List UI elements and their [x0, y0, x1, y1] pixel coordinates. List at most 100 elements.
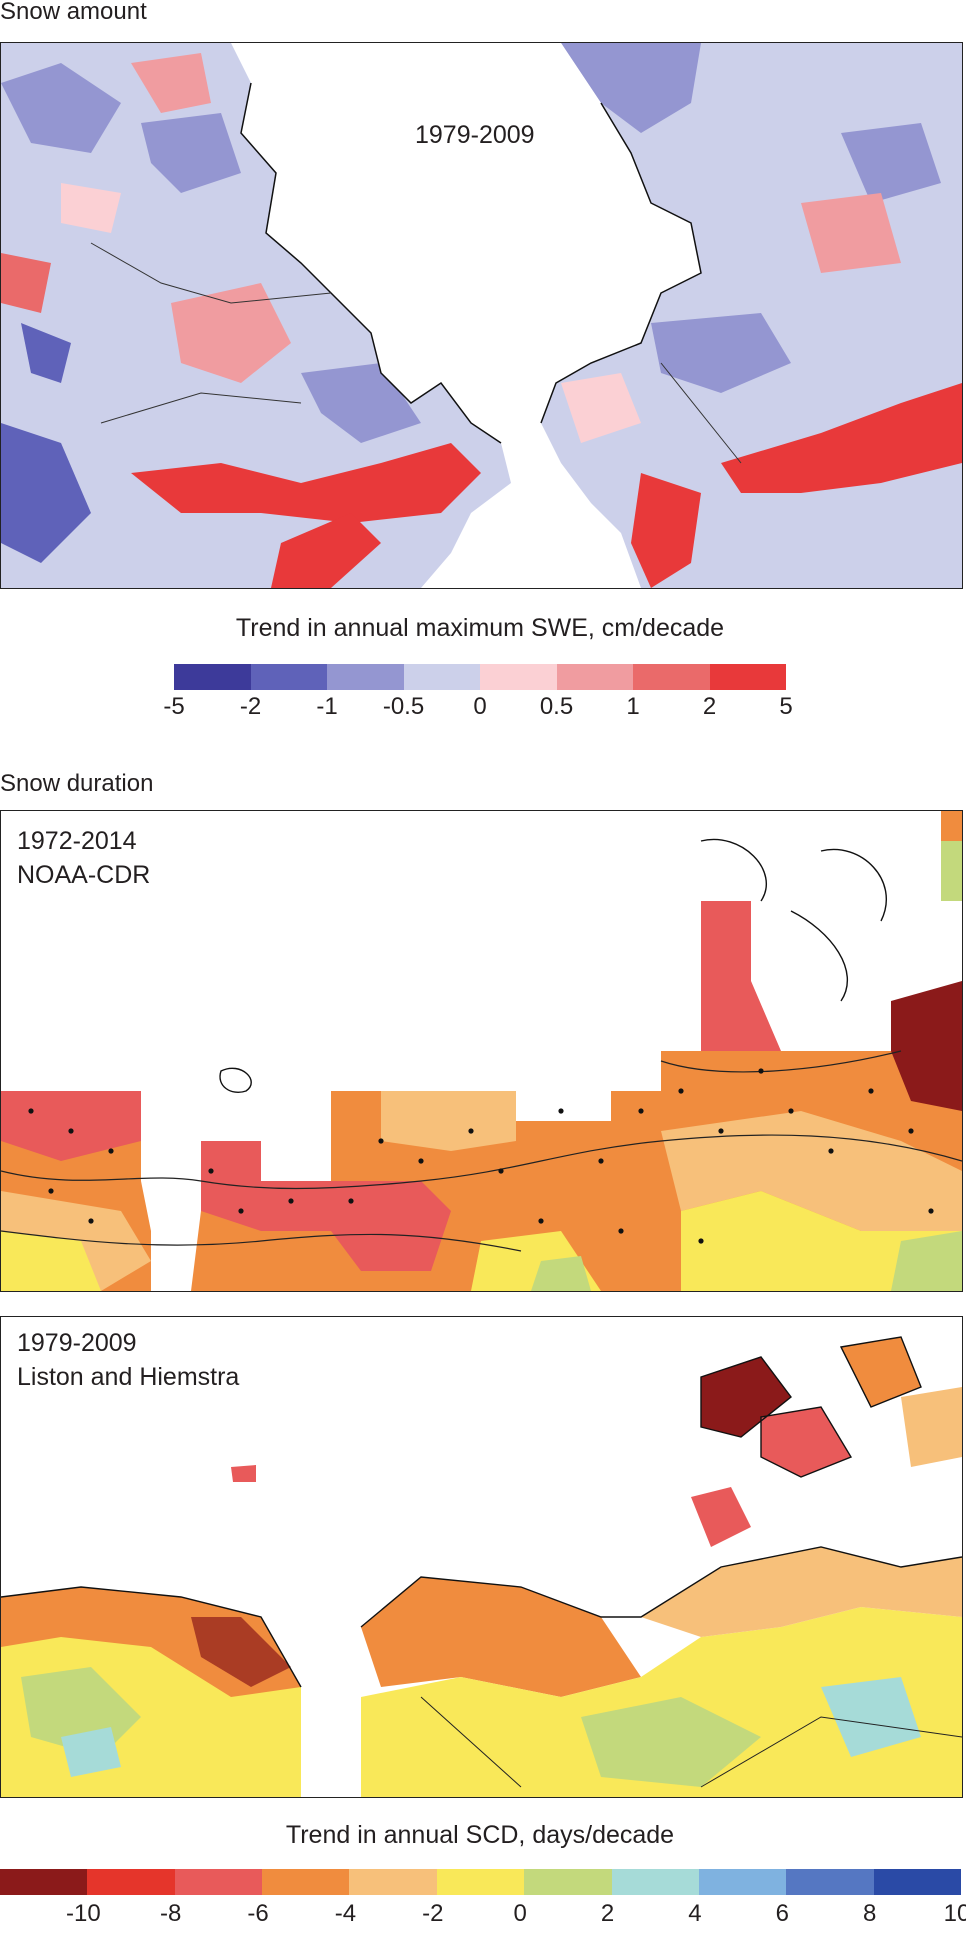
- scd-field-lightorange: [641, 1547, 962, 1637]
- swe-tick-label: 5: [779, 693, 793, 720]
- swe-period-label: 1979-2009: [415, 121, 535, 149]
- swe-swatch: [174, 664, 251, 690]
- swe-map-graphic: [1, 43, 962, 588]
- coastline: [219, 1067, 252, 1093]
- swe-red-coast: [271, 513, 381, 588]
- swe-swatch: [709, 664, 786, 690]
- noaa-source-label: NOAA-CDR: [17, 861, 151, 889]
- scd-tick-label: -4: [334, 1900, 357, 1927]
- swe-red-coast: [721, 383, 962, 493]
- scd-legend-title: Trend in annual SCD, days/decade: [285, 1821, 675, 1849]
- scd-field-red: [231, 1465, 256, 1482]
- border-line: [100, 392, 302, 424]
- scd-field-red: [201, 1141, 331, 1231]
- swe-legend-colorbar: [174, 664, 786, 690]
- swe-swatch: [250, 664, 327, 690]
- scd-swatch: [873, 1869, 961, 1895]
- border-line: [420, 1696, 962, 1788]
- border-line: [90, 242, 332, 304]
- scd-swatch: [262, 1869, 350, 1895]
- snow-duration-title: Snow duration: [0, 770, 154, 797]
- swe-tick-label: -5: [163, 693, 185, 720]
- swe-swatch: [403, 664, 480, 690]
- scd-tick-label: 2: [600, 1900, 615, 1927]
- swe-swatch: [480, 664, 557, 690]
- contour-line: [1, 1134, 962, 1190]
- scd-tick-label: 8: [862, 1900, 877, 1927]
- swe-swatch: [556, 664, 633, 690]
- swe-blue-patch: [651, 313, 791, 393]
- noaa-period-label: 1972-2014: [17, 827, 137, 855]
- scd-tick-label: 6: [775, 1900, 789, 1927]
- swe-blue-patch: [841, 123, 941, 203]
- swe-blue-patch: [1, 63, 121, 153]
- scd-field-red: [1, 1091, 141, 1161]
- scd-swatch: [0, 1869, 88, 1895]
- swe-swatch: [327, 664, 404, 690]
- border-line: [660, 362, 742, 464]
- swe-tick-label: 0: [473, 693, 487, 720]
- scd-field-lightorange: [901, 1387, 962, 1467]
- swe-tick-label: 2: [702, 693, 717, 720]
- scd-swatch: [436, 1869, 525, 1895]
- swe-trend-map: 1979-2009: [0, 42, 963, 589]
- swe-pink-patch: [1, 253, 51, 313]
- scd-field-yellow: [1, 1231, 101, 1291]
- swe-swatch: [633, 664, 710, 690]
- contour-line: [660, 1050, 902, 1073]
- swe-red-coast: [131, 443, 481, 523]
- scd-tick-label: 0: [513, 1900, 527, 1927]
- liston-period-label: 1979-2009: [17, 1329, 137, 1357]
- swe-tick-label: -0.5: [382, 693, 425, 720]
- scd-field-darkred: [701, 1357, 791, 1437]
- scd-legend-ticks: -10 -8 -6 -4 -2 0 2 4 6 8 10: [0, 1900, 966, 1930]
- snow-amount-title: Snow amount: [0, 0, 147, 25]
- scd-field-green: [941, 841, 962, 901]
- scd-tick-label: 10: [943, 1900, 966, 1927]
- scd-field-red: [691, 1487, 751, 1547]
- scd-field-lightorange: [381, 1091, 516, 1151]
- scd-tick-label: 4: [688, 1900, 702, 1927]
- scd-field-darkred: [191, 1617, 291, 1687]
- scd-field-red: [701, 901, 781, 1051]
- scd-field-red: [331, 1181, 451, 1271]
- scd-swatch: [524, 1869, 612, 1895]
- liston-source-label: Liston and Hiemstra: [17, 1363, 240, 1391]
- scd-field-lightorange: [661, 1111, 962, 1231]
- scd-tick-label: -10: [66, 1900, 101, 1927]
- coastline: [540, 102, 702, 424]
- swe-tick-label: -1: [316, 693, 338, 720]
- swe-blue-patch: [141, 113, 241, 193]
- coastline: [700, 838, 887, 1002]
- scd-field-green: [531, 1256, 591, 1291]
- scd-field-green: [581, 1697, 761, 1787]
- arctic-ocean: [241, 43, 701, 443]
- scd-swatch: [174, 1869, 263, 1895]
- swe-pink-patch: [61, 183, 121, 233]
- station-dots: [28, 1068, 934, 1244]
- scd-field-darkred: [891, 981, 962, 1111]
- scd-field-red: [761, 1407, 851, 1477]
- scd-swatch: [786, 1869, 874, 1895]
- noaa-map-graphic: [1, 811, 962, 1291]
- liston-hiemstra-map: 1979-2009 Liston and Hiemstra: [0, 1316, 963, 1798]
- coastline: [1, 1586, 302, 1688]
- swe-tick-label: 0.5: [539, 693, 574, 720]
- scd-field-orange: [361, 1577, 641, 1697]
- scd-field-green: [891, 1231, 962, 1291]
- scd-field-orange: [841, 1337, 921, 1407]
- contour-line: [1, 1230, 522, 1252]
- coastline: [240, 82, 502, 444]
- scd-field-orange: [941, 811, 962, 841]
- scd-swatch: [698, 1869, 787, 1895]
- scd-field-yellow: [681, 1191, 962, 1291]
- swe-blue-patch: [21, 323, 71, 383]
- liston-map-graphic: [1, 1336, 962, 1797]
- swe-pink-patch: [131, 53, 211, 113]
- swe-blue-patch: [561, 43, 701, 133]
- scd-legend-colorbar: [0, 1869, 961, 1895]
- swe-pink-patch: [171, 283, 291, 383]
- swe-red-coast: [631, 473, 701, 588]
- coastline: [700, 1336, 922, 1478]
- scd-field-cyan: [61, 1727, 121, 1777]
